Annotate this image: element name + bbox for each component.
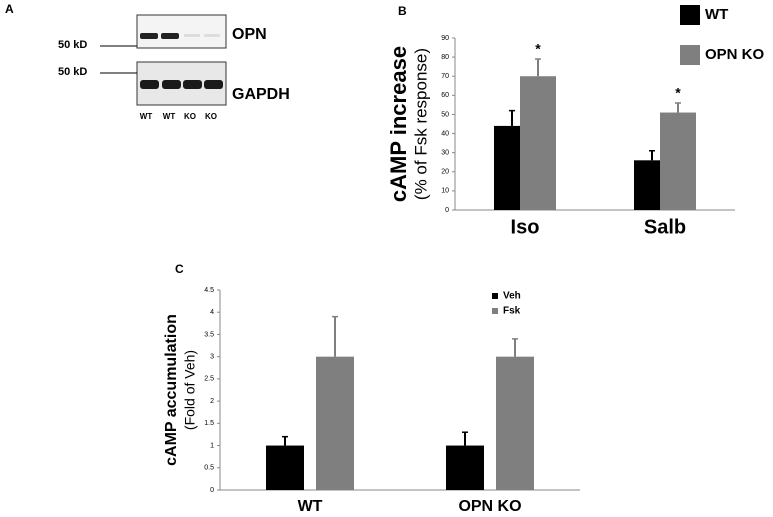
y-axis-label: (% of Fsk response) bbox=[411, 48, 430, 200]
y-tick-label: 2 bbox=[210, 398, 214, 405]
y-tick-label: 0 bbox=[445, 207, 449, 214]
y-tick-label: 4 bbox=[210, 309, 214, 316]
y-tick-label: 50 bbox=[441, 111, 449, 118]
bar bbox=[496, 356, 534, 490]
bar bbox=[520, 76, 556, 210]
y-tick-label: 3.5 bbox=[204, 331, 214, 338]
y-tick-label: 3 bbox=[210, 354, 214, 361]
y-axis-label: (Fold of Veh) bbox=[182, 350, 198, 430]
blot-band bbox=[161, 33, 179, 39]
band-label: OPN bbox=[232, 26, 267, 43]
marker-label: 50 kD bbox=[58, 66, 87, 78]
x-tick-label: Iso bbox=[511, 216, 540, 238]
blot-band bbox=[140, 80, 159, 89]
bar bbox=[266, 445, 304, 490]
legend-swatch bbox=[680, 45, 700, 65]
y-tick-label: 30 bbox=[441, 150, 449, 157]
lane-label: WT bbox=[140, 112, 153, 121]
bar bbox=[660, 112, 696, 210]
x-tick-label: OPN KO bbox=[458, 498, 521, 515]
bar bbox=[316, 356, 354, 490]
legend-label: Fsk bbox=[503, 306, 521, 317]
y-tick-label: 90 bbox=[441, 35, 449, 42]
y-tick-label: 70 bbox=[441, 73, 449, 80]
annotation: * bbox=[535, 41, 541, 57]
blot-band bbox=[140, 33, 158, 39]
y-tick-label: 60 bbox=[441, 92, 449, 99]
blot-band bbox=[183, 80, 202, 89]
legend-label: WT bbox=[705, 6, 728, 23]
x-tick-label: WT bbox=[298, 498, 323, 515]
x-tick-label: Salb bbox=[644, 216, 686, 238]
y-tick-label: 20 bbox=[441, 169, 449, 176]
y-tick-label: 0.5 bbox=[204, 465, 214, 472]
y-tick-label: 1.5 bbox=[204, 420, 214, 427]
blot-band bbox=[162, 80, 181, 89]
y-axis-label: cAMP accumulation bbox=[163, 314, 180, 466]
legend-swatch bbox=[680, 5, 700, 25]
panel-label: C bbox=[175, 262, 184, 276]
y-axis-label: cAMP increase bbox=[386, 46, 411, 202]
annotation: * bbox=[675, 85, 681, 101]
panel-label: B bbox=[398, 4, 407, 18]
y-tick-label: 40 bbox=[441, 130, 449, 137]
blot-band bbox=[204, 80, 223, 89]
y-tick-label: 2.5 bbox=[204, 376, 214, 383]
blot-band bbox=[204, 34, 220, 37]
legend-label: Veh bbox=[503, 291, 521, 302]
y-tick-label: 1 bbox=[210, 442, 214, 449]
band-label: GAPDH bbox=[232, 86, 290, 103]
blot-band bbox=[184, 34, 200, 37]
blot-box bbox=[136, 14, 227, 49]
marker-label: 50 kD bbox=[58, 39, 87, 51]
legend-label: OPN KO bbox=[705, 46, 765, 63]
lane-label: WT bbox=[163, 112, 176, 121]
panel-label: A bbox=[5, 2, 14, 16]
legend-swatch bbox=[492, 308, 498, 314]
y-tick-label: 4.5 bbox=[204, 287, 214, 294]
legend-swatch bbox=[492, 293, 498, 299]
lane-label: KO bbox=[184, 112, 196, 121]
y-tick-label: 80 bbox=[441, 54, 449, 61]
lane-label: KO bbox=[205, 112, 217, 121]
y-tick-label: 0 bbox=[210, 487, 214, 494]
y-tick-label: 10 bbox=[441, 188, 449, 195]
bar bbox=[446, 445, 484, 490]
